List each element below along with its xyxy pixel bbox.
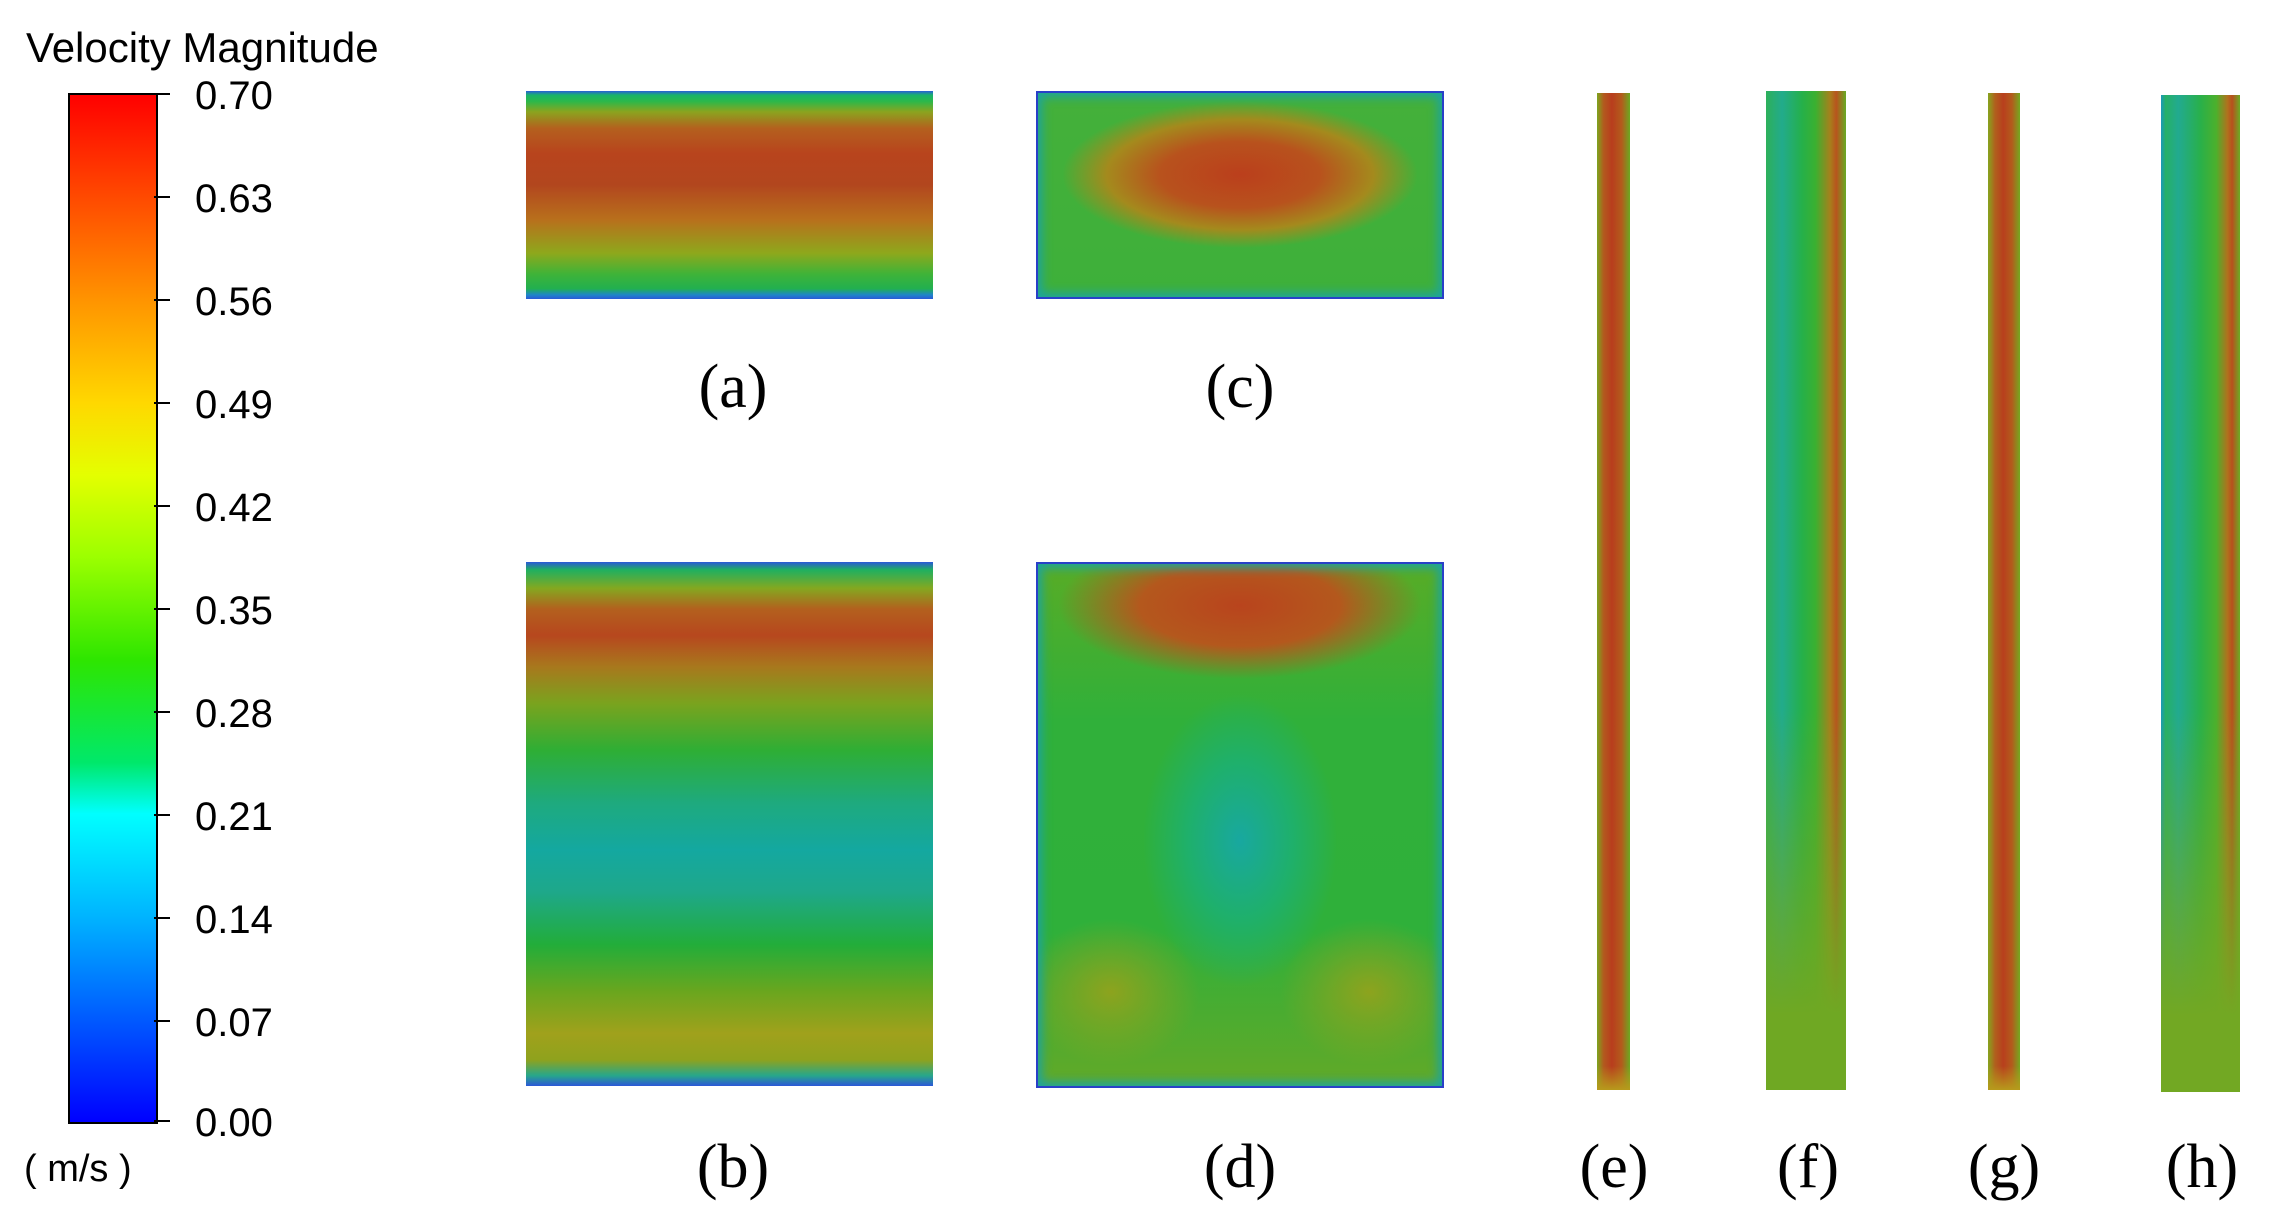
panel-label-e: (e) bbox=[1579, 1133, 1649, 1201]
colorbar-tick bbox=[154, 93, 170, 95]
contour-panel-d bbox=[1036, 562, 1444, 1088]
colorbar-tick-label: 0.21 bbox=[195, 795, 273, 839]
colorbar-tick bbox=[154, 299, 170, 301]
colorbar bbox=[68, 93, 158, 1124]
panel-label-a: (a) bbox=[698, 353, 768, 421]
colorbar-tick bbox=[154, 917, 170, 919]
colorbar-tick bbox=[154, 608, 170, 610]
colorbar-tick-label: 0.28 bbox=[195, 692, 273, 736]
colorbar-tick-label: 0.63 bbox=[195, 177, 273, 221]
contour-panel-e bbox=[1597, 93, 1630, 1090]
panel-label-d: (d) bbox=[1203, 1133, 1277, 1201]
colorbar-tick bbox=[154, 505, 170, 507]
colorbar-tick bbox=[154, 1120, 170, 1122]
colorbar-tick-label: 0.00 bbox=[195, 1101, 273, 1145]
colorbar-tick bbox=[154, 1020, 170, 1022]
colorbar-tick bbox=[154, 814, 170, 816]
colorbar-tick-label: 0.42 bbox=[195, 486, 273, 530]
contour-panel-a bbox=[526, 91, 933, 299]
contour-panel-c bbox=[1036, 91, 1444, 299]
panel-label-h: (h) bbox=[2165, 1133, 2239, 1201]
colorbar-tick-label: 0.07 bbox=[195, 1001, 273, 1045]
contour-panel-f bbox=[1766, 91, 1846, 1090]
colorbar-tick-label: 0.70 bbox=[195, 74, 273, 118]
colorbar-tick bbox=[154, 711, 170, 713]
colorbar-tick bbox=[154, 196, 170, 198]
legend-title: Velocity Magnitude bbox=[26, 24, 379, 71]
colorbar-tick-label: 0.56 bbox=[195, 280, 273, 324]
contour-panel-g bbox=[1988, 93, 2020, 1090]
contour-panel-h bbox=[2161, 95, 2240, 1092]
panel-label-g: (g) bbox=[1967, 1133, 2041, 1201]
contour-panel-b bbox=[526, 562, 933, 1086]
colorbar-tick-label: 0.35 bbox=[195, 589, 273, 633]
colorbar-tick bbox=[154, 402, 170, 404]
colorbar-tick-label: 0.14 bbox=[195, 898, 273, 942]
unit-label: ( m/s ) bbox=[24, 1148, 132, 1190]
colorbar-tick-label: 0.49 bbox=[195, 383, 273, 427]
panel-label-c: (c) bbox=[1205, 353, 1275, 421]
panel-label-b: (b) bbox=[696, 1133, 770, 1201]
panel-label-f: (f) bbox=[1777, 1133, 1839, 1201]
